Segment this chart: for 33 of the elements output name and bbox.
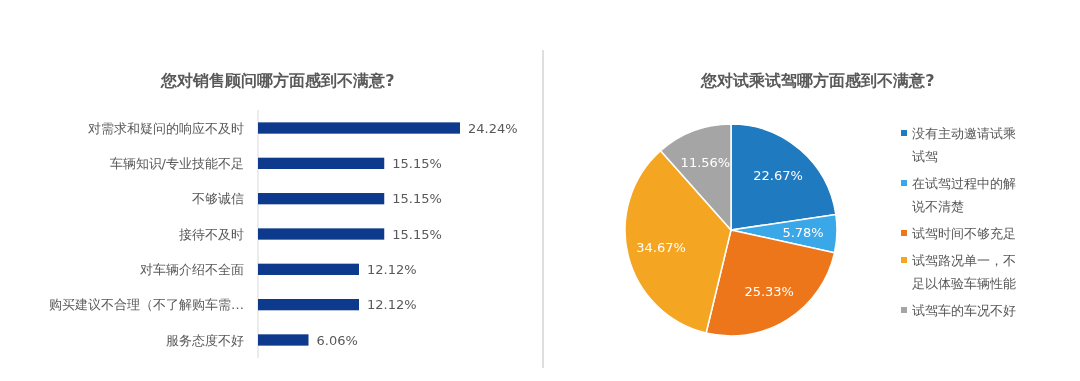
y-tick-label: 接待不及时 xyxy=(179,226,244,242)
data-label: 12.12% xyxy=(367,261,417,277)
data-label: 22.67% xyxy=(753,167,803,183)
legend-label: 没有主动邀请试乘试驾 xyxy=(912,126,1016,164)
y-tick-label: 不够诚信 xyxy=(192,191,244,207)
data-label: 15.15% xyxy=(392,155,442,171)
bar xyxy=(258,193,385,205)
bar xyxy=(258,299,359,311)
data-label: 24.24% xyxy=(468,120,518,136)
y-tick-label: 对需求和疑问的响应不及时 xyxy=(88,120,244,136)
y-tick-label: 购买建议不合理（不了解购车需… xyxy=(49,297,244,313)
legend-label: 试驾车的车况不好 xyxy=(912,303,1016,318)
data-label: 5.78% xyxy=(782,225,824,241)
data-label: 15.15% xyxy=(392,226,442,242)
bar xyxy=(258,157,385,169)
data-label: 25.33% xyxy=(744,283,794,299)
bar xyxy=(258,122,460,134)
legend-label: 试驾时间不够充足 xyxy=(912,226,1016,241)
legend-label: 试驾路况单一，不足以体验车辆性能 xyxy=(912,253,1016,291)
data-label: 6.06% xyxy=(316,332,358,348)
data-label: 34.67% xyxy=(636,240,686,255)
y-tick-label: 服务态度不好 xyxy=(166,332,244,348)
y-tick-label: 对车辆介绍不全面 xyxy=(140,261,244,277)
data-label: 15.15% xyxy=(392,191,442,207)
y-tick-label: 车辆知识/专业技能不足 xyxy=(109,155,244,171)
data-label: 12.12% xyxy=(367,297,417,313)
bar xyxy=(258,263,359,275)
chart-title: 您对试乘试驾哪方面感到不满意? xyxy=(700,71,935,90)
data-label: 11.56% xyxy=(680,155,731,171)
bar xyxy=(258,334,309,346)
bar xyxy=(258,228,385,240)
legend-label: 在试驾过程中的解说不清楚 xyxy=(912,176,1016,214)
chart-title: 您对销售顾问哪方面感到不满意? xyxy=(160,71,395,90)
